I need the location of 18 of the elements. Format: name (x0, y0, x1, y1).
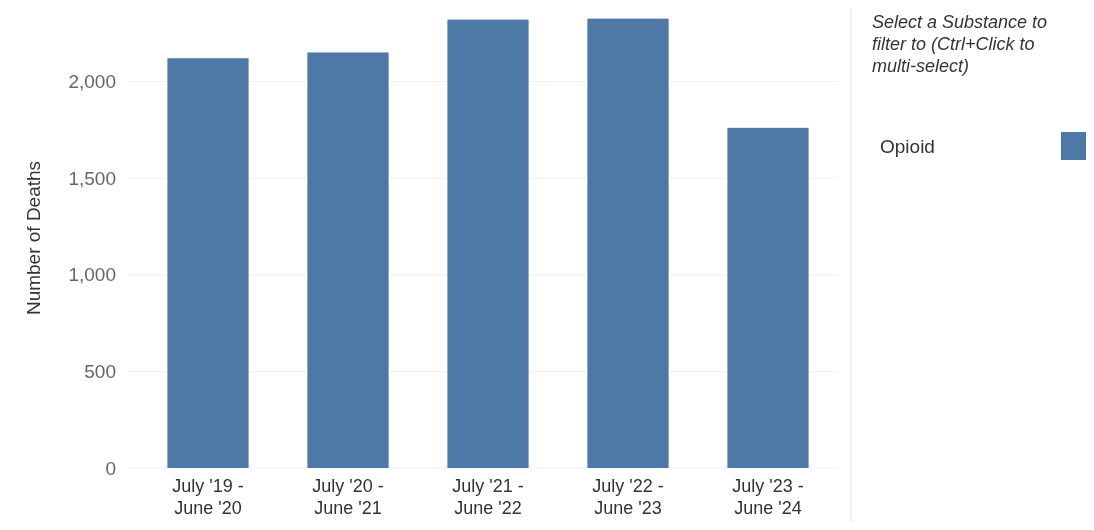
y-tick-label: 0 (105, 457, 116, 479)
legend-title: Select a Substance to filter to (Ctrl+Click to multi-select) (872, 12, 1048, 76)
text: Opioid (880, 135, 935, 157)
bar (727, 127, 809, 468)
bar (167, 58, 249, 468)
x-tick-label: July '22 - June '23 (592, 476, 664, 518)
x-tick-label: July '21 - June '22 (452, 476, 524, 518)
x-tick-label: July '23 - June '24 (732, 476, 804, 518)
y-tick-label: 500 (84, 361, 116, 383)
x-tick-label: July '20 - June '21 (312, 476, 384, 518)
y-tick-label: 2,000 (68, 71, 116, 93)
bar (447, 19, 529, 468)
y-axis-title: Number of Deaths (23, 160, 44, 316)
x-tick-label: July '19 - June '20 (172, 476, 244, 518)
bar (587, 18, 669, 468)
y-tick-label: 1,000 (68, 264, 116, 286)
bar (307, 52, 389, 468)
y-tick-label: 1,500 (68, 167, 116, 189)
